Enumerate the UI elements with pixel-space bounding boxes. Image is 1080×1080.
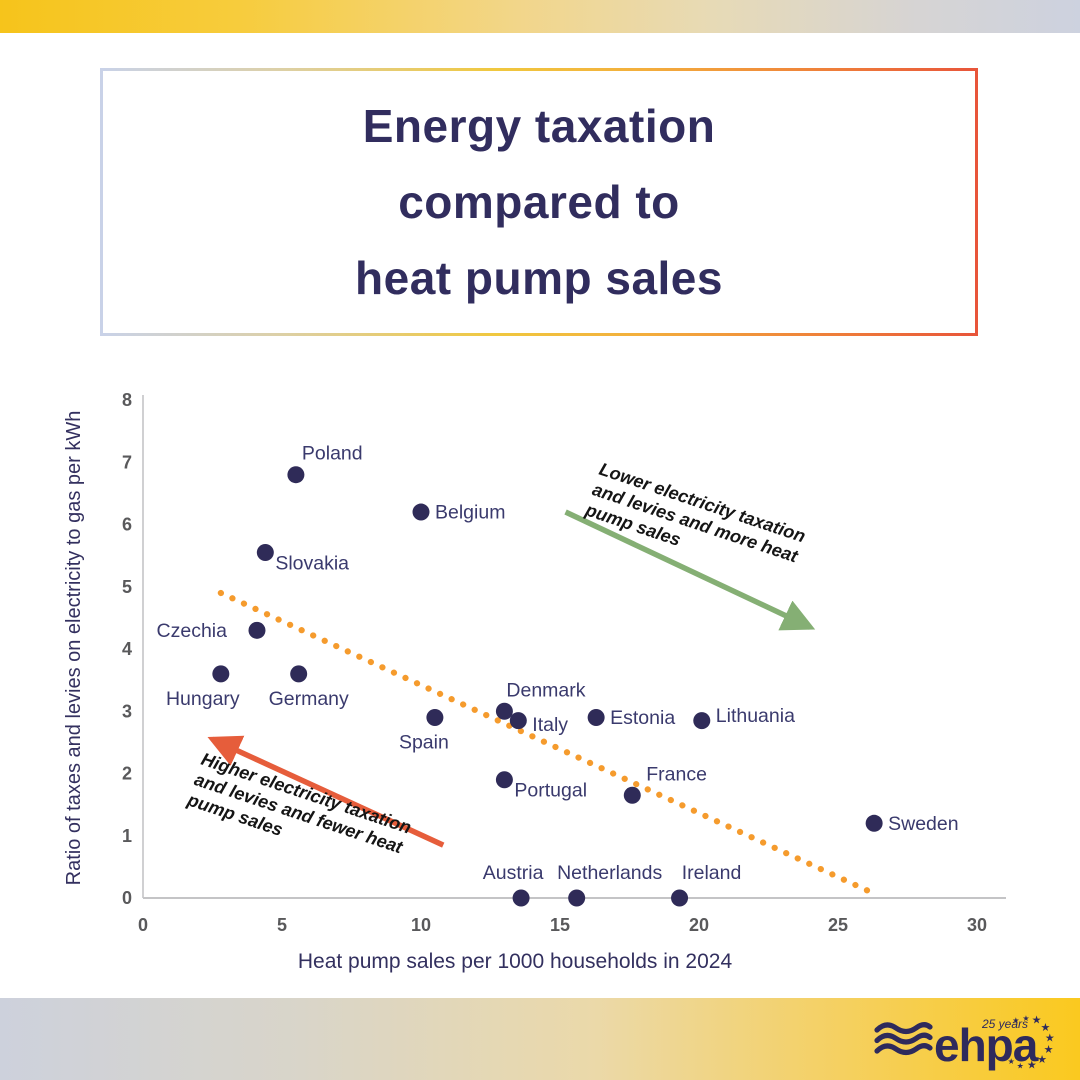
x-tick-label: 25: [828, 915, 848, 935]
country-label-slovakia: Slovakia: [275, 553, 349, 575]
logo-star: ★: [1022, 1014, 1029, 1023]
country-label-czechia: Czechia: [157, 620, 228, 642]
logo-star: ★: [1032, 1014, 1042, 1026]
data-point-hungary: [212, 665, 230, 683]
data-point-sweden: [865, 814, 883, 832]
page-title-line-3: heat pump sales: [355, 252, 723, 304]
country-label-austria: Austria: [483, 862, 544, 884]
country-label-portugal: Portugal: [514, 780, 587, 802]
y-tick-label: 7: [122, 452, 132, 472]
data-point-belgium: [412, 503, 430, 521]
y-tick-label: 6: [122, 515, 132, 535]
x-tick-label: 10: [411, 915, 431, 935]
logo-star: ★: [1044, 1044, 1054, 1056]
data-point-netherlands: [568, 889, 586, 907]
country-label-estonia: Estonia: [610, 707, 675, 729]
country-label-ireland: Ireland: [682, 862, 742, 884]
title-box: Energy taxation compared to heat pump sa…: [100, 68, 978, 336]
y-axis-title: Ratio of taxes and levies on electricity…: [63, 411, 85, 886]
trend-line: [217, 589, 881, 898]
data-point-slovakia: [256, 544, 274, 562]
y-tick-label: 4: [122, 639, 132, 659]
x-tick-label: 0: [138, 915, 148, 935]
country-label-denmark: Denmark: [506, 679, 585, 701]
page-title-line-1: Energy taxation: [362, 100, 716, 152]
logo-star: ★: [1037, 1054, 1047, 1066]
country-label-spain: Spain: [399, 731, 449, 753]
logo-star: ★: [1017, 1061, 1024, 1070]
x-axis-title: Heat pump sales per 1000 households in 2…: [298, 950, 733, 973]
country-label-germany: Germany: [269, 688, 349, 710]
data-point-spain: [426, 708, 444, 726]
logo-wave-3: [874, 1043, 933, 1056]
y-tick-label: 8: [122, 390, 132, 410]
data-point-poland: [287, 466, 305, 484]
y-tick-label: 3: [122, 701, 132, 721]
country-label-italy: Italy: [532, 714, 568, 736]
country-label-sweden: Sweden: [888, 813, 958, 835]
logo-star: ★: [1040, 1022, 1050, 1034]
logo-star: ★: [1027, 1059, 1037, 1071]
y-tick-label: 1: [122, 826, 132, 846]
logo-brand-text: ehpa: [934, 1019, 1039, 1071]
data-point-denmark: [495, 702, 513, 720]
logo-star: ★: [1008, 1057, 1015, 1066]
country-label-netherlands: Netherlands: [557, 862, 662, 884]
data-point-ireland: [671, 889, 689, 907]
logo-star: ★: [1012, 1016, 1019, 1025]
data-point-austria: [512, 889, 530, 907]
logo-anniversary-text: 25 years: [981, 1017, 1028, 1031]
lower-arrow: [564, 509, 816, 631]
country-label-hungary: Hungary: [166, 688, 240, 710]
ehpa-logo: ehpa 25 years ★ ★ ★ ★ ★ ★ ★ ★ ★ ★: [874, 1008, 1055, 1072]
y-tick-label: 0: [122, 888, 132, 908]
data-point-czechia: [248, 621, 266, 639]
data-point-portugal: [495, 771, 513, 789]
higher-annotation-text: Higher electricity taxationand levies an…: [184, 749, 414, 879]
logo-wave-2: [874, 1032, 933, 1045]
higher-arrow: [207, 735, 445, 848]
x-tick-label: 20: [689, 915, 709, 935]
data-point-germany: [290, 665, 308, 683]
x-tick-label: 30: [967, 915, 987, 935]
data-point-france: [623, 786, 641, 804]
data-point-estonia: [587, 708, 605, 726]
country-label-belgium: Belgium: [435, 502, 505, 524]
country-label-lithuania: Lithuania: [716, 705, 795, 727]
y-tick-label: 5: [122, 577, 132, 597]
data-point-italy: [509, 712, 527, 730]
x-tick-label: 5: [277, 915, 287, 935]
logo-star: ★: [1045, 1033, 1054, 1045]
top-gradient-band: [0, 0, 1080, 33]
page-title-line-2: compared to: [398, 176, 680, 228]
country-label-poland: Poland: [302, 443, 363, 465]
logo-wave-1: [874, 1022, 933, 1035]
y-tick-label: 2: [122, 764, 132, 784]
lower-annotation-text: Lower electricity taxationand levies and…: [582, 459, 808, 588]
country-label-france: France: [646, 763, 707, 785]
data-point-lithuania: [693, 712, 711, 730]
x-tick-label: 15: [550, 915, 570, 935]
